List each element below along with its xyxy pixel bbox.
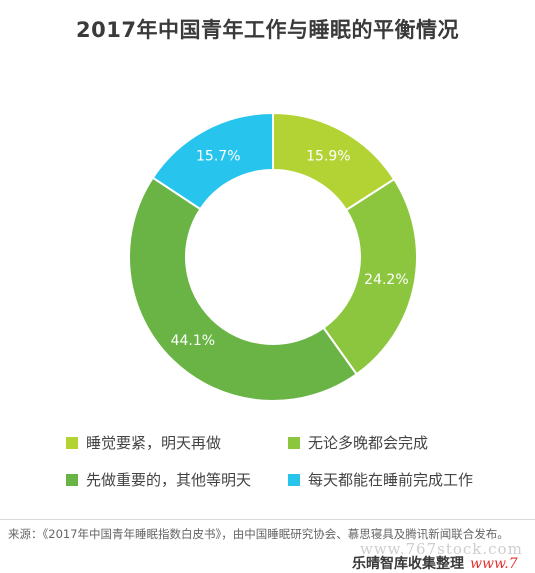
legend-swatch	[288, 436, 300, 449]
watermark-url: www.767stock.com	[360, 540, 523, 558]
legend-item-important-first: 先做重要的，其他等明天	[66, 469, 251, 490]
legend-label: 每天都能在睡前完成工作	[308, 471, 474, 489]
chart-title: 2017年中国青年工作与睡眠的平衡情况	[76, 18, 459, 42]
slice-value-label: 44.1%	[171, 333, 215, 349]
legend-item-finish-anyway: 无论多晚都会完成	[288, 432, 428, 453]
legend-label: 睡觉要紧，明天再做	[86, 434, 222, 452]
donut-chart: 15.9% 24.2% 44.1% 15.7%	[128, 111, 418, 402]
legend-label: 先做重要的，其他等明天	[86, 471, 252, 489]
donut-slice	[151, 111, 274, 211]
donut-slice	[128, 176, 359, 402]
legend-item-sleep-first: 睡觉要紧，明天再做	[66, 432, 221, 453]
legend-swatch	[66, 473, 78, 486]
legend-swatch	[66, 436, 78, 449]
legend-label: 无论多晚都会完成	[308, 434, 429, 452]
watermark-name-text: 乐晴智库收集整理	[352, 556, 464, 572]
source-note: 来源：《2017年中国青年睡眠指数白皮书》，由中国睡眠研究协会、慕思寝具及腾讯新…	[8, 527, 509, 541]
source-divider	[0, 519, 535, 520]
slice-value-label: 15.7%	[196, 148, 240, 164]
watermark-name: 乐晴智库收集整理 www.7	[352, 553, 518, 573]
legend-item-finish-before-sleep: 每天都能在睡前完成工作	[288, 469, 473, 490]
slice-value-label: 24.2%	[364, 272, 408, 288]
watermark-url-short: www.7	[470, 556, 518, 572]
slice-value-label: 15.9%	[306, 149, 350, 165]
legend-swatch	[288, 473, 300, 486]
